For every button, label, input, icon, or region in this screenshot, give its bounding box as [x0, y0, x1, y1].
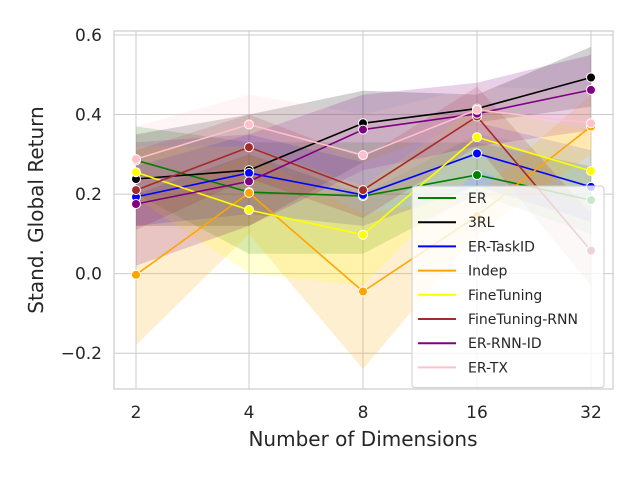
data-point — [131, 167, 141, 178]
data-point — [131, 199, 141, 209]
data-point — [358, 286, 368, 297]
legend-label: ER-TaskID — [468, 239, 535, 255]
legend: ER 3RL ER-TaskID Indep FineTuning FineTuning-… — [411, 185, 605, 389]
data-point — [358, 124, 368, 135]
legend-label: FineTuning — [468, 288, 542, 304]
plot-frame — [113, 30, 614, 390]
legend-box — [411, 185, 605, 389]
y-tick-label: 0.6 — [75, 26, 102, 46]
data-point — [244, 187, 254, 198]
legend-label: FineTuning-RNN — [468, 312, 578, 328]
x-tick-label: 16 — [466, 403, 488, 423]
x-tick-labels: 2 4 8 16 32 — [131, 403, 602, 423]
legend-label: Indep — [468, 264, 508, 280]
data-point — [472, 148, 482, 159]
data-point — [244, 142, 254, 153]
x-tick-label: 4 — [244, 403, 255, 423]
x-axis-label: Number of Dimensions — [248, 427, 477, 451]
legend-label: 3RL — [468, 215, 495, 231]
legend-label: ER — [468, 191, 487, 207]
y-axis-label: Stand. Global Return — [24, 106, 48, 313]
legend-label: ER-RNN-ID — [468, 336, 542, 352]
data-point — [586, 84, 596, 95]
x-tick-label: 32 — [580, 403, 602, 423]
data-point — [472, 104, 482, 115]
data-point — [244, 176, 254, 187]
data-point — [131, 269, 141, 280]
y-tick-label: 0.4 — [75, 106, 102, 126]
x-tick-label: 2 — [131, 403, 142, 423]
data-point — [244, 168, 254, 178]
data-point — [472, 132, 482, 143]
y-tick-label: 0.0 — [75, 265, 102, 285]
data-point — [244, 119, 254, 130]
x-tick-label: 8 — [358, 403, 369, 423]
data-point — [244, 205, 254, 215]
data-point — [586, 166, 596, 176]
data-point — [131, 154, 141, 165]
data-point — [472, 170, 482, 180]
legend-label: ER-TX — [468, 360, 508, 376]
y-tick-label: 0.2 — [75, 185, 102, 205]
data-point — [586, 72, 596, 83]
data-point — [586, 118, 596, 129]
data-point — [358, 185, 368, 196]
data-point — [358, 229, 368, 240]
data-point — [131, 185, 141, 196]
y-tick-label: −0.2 — [61, 344, 102, 364]
data-point — [358, 150, 368, 161]
y-tick-labels: −0.2 0.0 0.2 0.4 0.6 — [61, 26, 102, 364]
